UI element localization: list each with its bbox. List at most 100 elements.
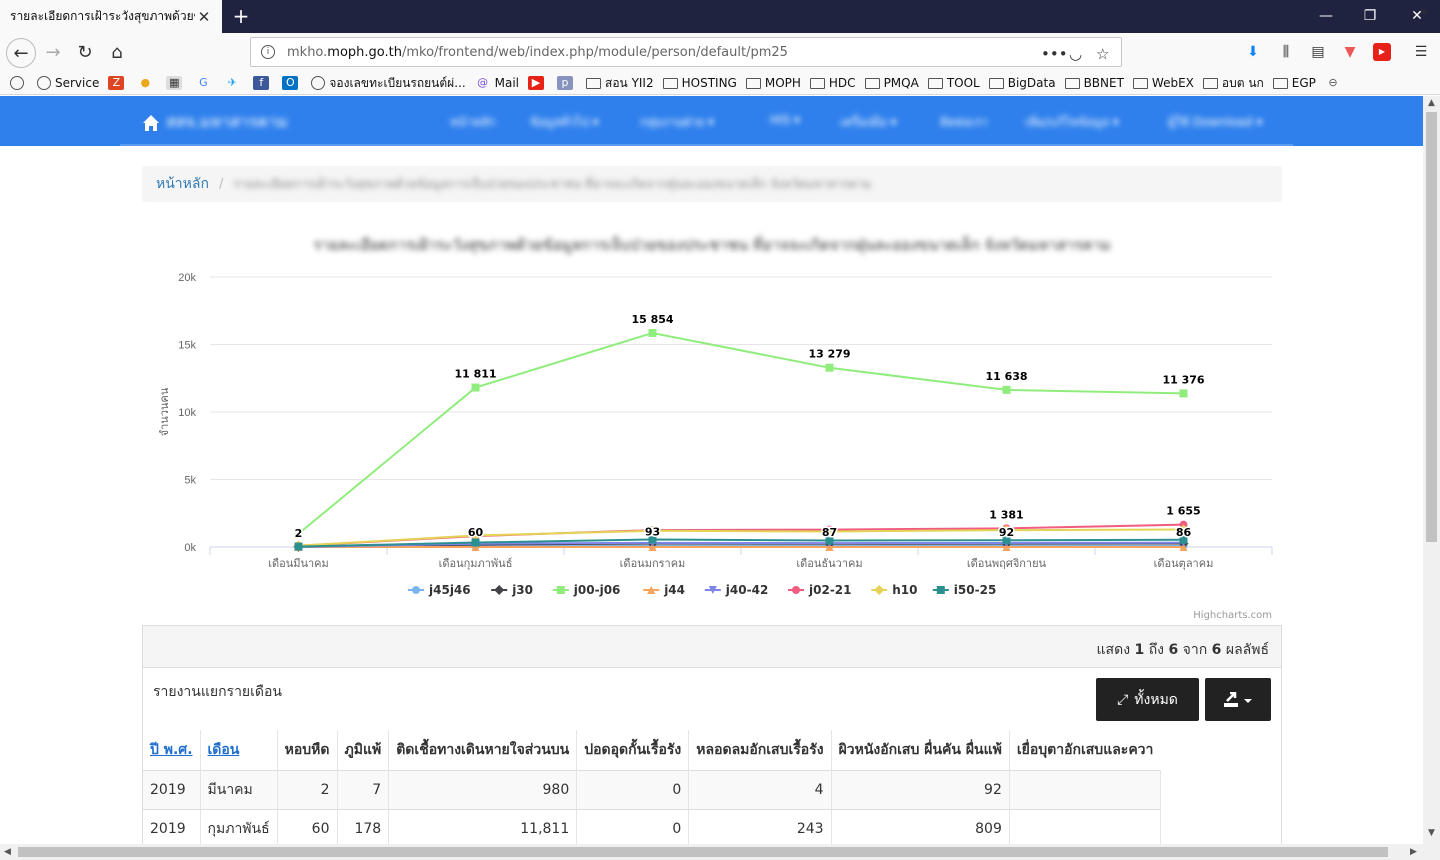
site-menu-item-contact[interactable]: ติดต่อเรา [940, 115, 988, 129]
site-menu-item-tools[interactable]: เครื่องมือ ▾ [840, 115, 897, 129]
new-tab-icon[interactable]: + [232, 4, 250, 28]
menu-icon[interactable]: ☰ [1414, 44, 1428, 60]
legend-item[interactable]: i50-25 [932, 583, 997, 597]
bookmark-item[interactable]: O [282, 76, 302, 90]
horizontal-scroll-thumb[interactable] [18, 847, 1388, 857]
site-menu-item-user[interactable]: ผู้ใช้ Download ▾ [1168, 115, 1263, 129]
sort-link[interactable]: ปี พ.ศ. [150, 741, 193, 758]
legend-item[interactable]: j40-42 [704, 583, 769, 597]
bookmark-item[interactable]: BigData [988, 76, 1056, 90]
window-close-icon[interactable]: ✕ [1411, 8, 1423, 24]
bookmark-item[interactable]: HDC [809, 76, 856, 90]
bookmark-item[interactable]: ⊖ [1325, 76, 1345, 90]
chart-credits[interactable]: Highcharts.com [1193, 610, 1272, 621]
breadcrumb: หน้าหลัก / รายละเอียดการเฝ้าระวังสุขภาพด… [142, 166, 1282, 202]
scroll-right-icon[interactable]: ▶ [1410, 847, 1417, 857]
data-point [470, 530, 481, 541]
results-summary: แสดง 1 ถึง 6 จาก 6 ผลลัพธ์ [143, 626, 1281, 668]
legend-item[interactable]: j44 [643, 583, 685, 597]
sort-link[interactable]: เดือน [207, 741, 240, 758]
bookmark-item[interactable]: BBNET [1064, 76, 1124, 90]
column-header[interactable]: ปี พ.ศ. [143, 730, 201, 770]
bookmark-item[interactable]: Z [108, 76, 128, 90]
scroll-down-icon[interactable]: ▼ [1428, 828, 1435, 838]
site-menu-item-edit-data[interactable]: เพิ่ม/แก้ไขข้อมูล ▾ [1025, 115, 1119, 129]
site-menu-item-general[interactable]: ข้อมูลทั่วไป ▾ [530, 115, 599, 129]
bookmark-item[interactable]: @ Mail [475, 76, 519, 90]
bookmark-item[interactable]: จองเลขทะเบียนรถยนต์ผ่... [311, 74, 466, 93]
bookmarks-overflow-icon[interactable]: » [1419, 4, 1428, 20]
downloads-icon[interactable]: ⬇ [1247, 44, 1259, 60]
bookmark-label: HDC [828, 76, 856, 90]
legend-label: j45j46 [428, 583, 471, 597]
bookmark-item[interactable]: PMQA [864, 76, 919, 90]
bookmark-item[interactable]: HOSTING [662, 76, 737, 90]
google-icon: G [199, 76, 208, 89]
bookmark-item[interactable]: EGP [1272, 76, 1316, 90]
horizontal-scrollbar[interactable]: ◀ ▶ [0, 844, 1440, 860]
site-menu-item-departments[interactable]: กลุ่มงานฝ่าย ▾ [640, 115, 714, 129]
site-info-icon[interactable]: i [261, 45, 275, 59]
column-header[interactable]: เดือน [200, 730, 278, 770]
vertical-scrollbar[interactable]: ▲ ▼ [1423, 96, 1440, 844]
table-cell: 11,811 [388, 808, 578, 844]
bookmark-item[interactable]: Service [37, 76, 99, 90]
extension-download-icon[interactable]: ▼ [1344, 44, 1356, 60]
bookmark-item[interactable]: ▶ [528, 76, 548, 90]
library-icon[interactable]: ⫼ [1282, 44, 1290, 60]
column-header: ติดเชื้อทางเดินหายใจส่วนบน [388, 730, 578, 770]
close-tab-icon[interactable]: ✕ [197, 7, 211, 26]
bookmark-item[interactable]: ✈ [224, 76, 244, 90]
page-actions-icon[interactable]: ••• [1041, 45, 1068, 63]
vertical-scroll-thumb[interactable] [1426, 112, 1437, 542]
bookmark-star-icon[interactable]: ☆ [1096, 45, 1110, 63]
legend-item[interactable]: j02-21 [788, 583, 852, 597]
bookmark-item[interactable]: ▦ [166, 76, 186, 90]
export-button[interactable] [1205, 678, 1271, 721]
summary-to-word: ถึง [1148, 642, 1164, 658]
scroll-left-icon[interactable]: ◀ [4, 847, 11, 857]
folder-icon [586, 77, 602, 89]
scroll-up-icon[interactable]: ▲ [1428, 98, 1435, 108]
show-all-button[interactable]: ⤢ ทั้งหมด [1096, 678, 1199, 721]
breadcrumb-home-link[interactable]: หน้าหลัก [156, 176, 209, 192]
sidebar-icon[interactable]: ▤ [1311, 44, 1325, 60]
z-red-icon: Z [108, 76, 125, 90]
youtube-icon: ▶ [528, 76, 545, 90]
table-cell: กุมภาพันธ์ [200, 808, 278, 844]
folder-icon [1132, 77, 1148, 89]
bookmark-item[interactable] [10, 76, 28, 90]
youtube-extension-icon[interactable]: ▶ [1373, 43, 1391, 61]
legend-label: j00-j06 [573, 583, 621, 597]
home-icon[interactable]: ⌂ [111, 42, 123, 63]
reload-icon[interactable]: ↻ [77, 42, 93, 63]
site-menu-item-his[interactable]: HIS ▾ [770, 113, 801, 127]
url-domain: moph.go.th [327, 44, 402, 60]
legend-item[interactable]: j00-j06 [552, 583, 621, 597]
url-bar[interactable]: i mkho.moph.go.th/mko/frontend/web/index… [250, 37, 1122, 67]
bookmark-item[interactable]: อบต นก [1202, 74, 1264, 93]
legend-label: j40-42 [725, 583, 769, 597]
url-text[interactable]: mkho.moph.go.th/mko/frontend/web/index.p… [287, 45, 788, 60]
bookmark-item[interactable]: TOOL [927, 76, 980, 90]
active-tab[interactable]: รายละเอียดการเฝ้าระวังสุขภาพด้วยข้อมูล ✕ [0, 0, 222, 33]
site-brand[interactable]: สสจ.มหาสารคาม [142, 110, 288, 135]
pocket-icon[interactable]: ◡ [1069, 45, 1083, 63]
bookmark-item[interactable]: ● [137, 76, 157, 90]
bookmark-item[interactable]: p [557, 76, 577, 90]
legend-item[interactable]: j30 [491, 583, 533, 597]
table-cell: 92 [831, 769, 1010, 809]
bookmark-item[interactable]: G [195, 76, 215, 90]
site-menu-item-home[interactable]: หน้าหลัก [450, 115, 496, 129]
minimize-icon[interactable]: — [1319, 8, 1333, 24]
bookmark-item[interactable]: f [253, 76, 273, 90]
restore-icon[interactable]: ❐ [1363, 8, 1377, 24]
forward-icon[interactable]: → [45, 42, 61, 63]
bookmark-item[interactable]: WebEX [1132, 76, 1194, 90]
legend-item[interactable]: h10 [871, 583, 917, 597]
bookmark-item[interactable]: MOPH [745, 76, 801, 90]
data-label: 2 [295, 527, 303, 540]
back-icon[interactable]: ← [6, 38, 36, 68]
bookmark-item[interactable]: สอน YII2 [586, 74, 654, 93]
legend-item[interactable]: j45j46 [408, 583, 471, 597]
